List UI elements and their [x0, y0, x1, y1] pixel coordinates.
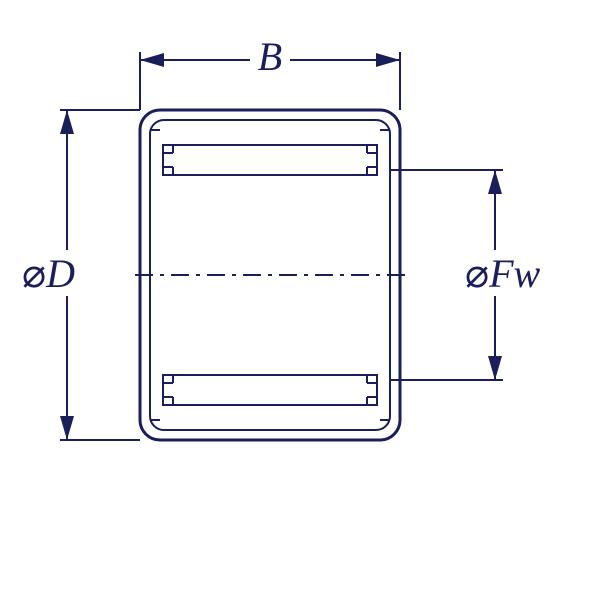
dimension-fw-label: ⌀Fw — [465, 251, 541, 296]
dimension-d-label: ⌀D — [22, 251, 75, 296]
dimension-b-label: B — [258, 34, 282, 79]
